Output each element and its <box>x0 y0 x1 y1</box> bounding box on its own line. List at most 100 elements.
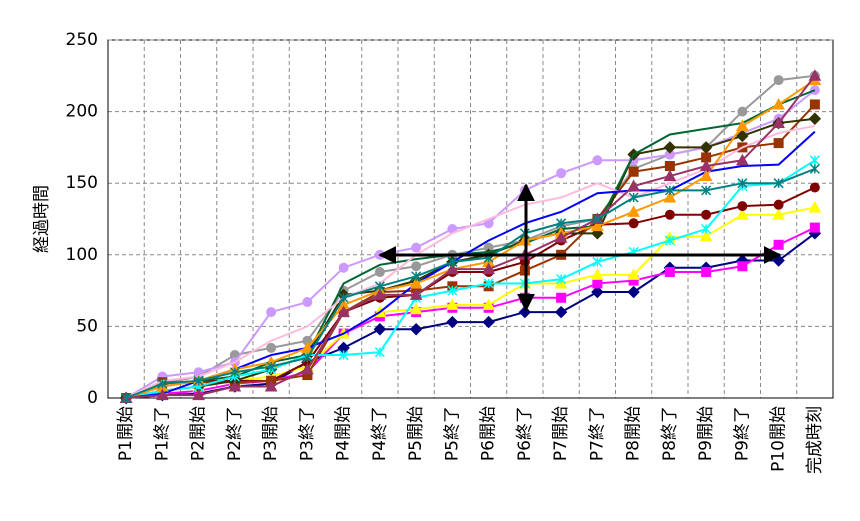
x-tick-label: P5終了 <box>442 406 462 461</box>
x-tick-label: P4終了 <box>370 406 390 461</box>
x-tick-label: P6開始 <box>479 406 499 461</box>
y-tick-label: 50 <box>76 316 98 336</box>
marker <box>772 208 785 220</box>
marker <box>699 159 713 172</box>
marker <box>664 161 675 172</box>
marker <box>809 222 820 233</box>
marker <box>556 292 567 303</box>
marker <box>409 302 423 315</box>
x-tick-label: P6終了 <box>515 406 535 461</box>
marker <box>699 229 713 242</box>
marker <box>701 223 712 235</box>
marker <box>411 242 422 253</box>
x-tick-label: P7終了 <box>587 406 607 461</box>
series-line <box>125 159 816 399</box>
marker <box>773 199 784 210</box>
marker <box>482 262 495 275</box>
marker <box>736 208 749 220</box>
marker <box>627 205 640 217</box>
marker <box>773 138 784 149</box>
marker <box>157 378 168 389</box>
marker <box>229 367 240 378</box>
marker <box>773 178 784 189</box>
x-tick-label: P10開始 <box>769 406 789 472</box>
x-tick-label: P8終了 <box>660 406 680 461</box>
marker <box>737 201 748 212</box>
marker <box>554 305 568 319</box>
x-tick-label: P8開始 <box>624 406 644 461</box>
marker <box>627 285 640 299</box>
marker <box>737 106 748 117</box>
marker <box>772 97 785 110</box>
series-line <box>125 79 816 399</box>
marker <box>446 262 459 275</box>
marker <box>374 266 385 277</box>
marker <box>592 213 603 225</box>
marker <box>374 347 385 358</box>
marker <box>701 185 712 196</box>
marker <box>699 169 713 182</box>
x-tick-label: P3終了 <box>297 406 317 461</box>
marker <box>592 278 603 289</box>
series-line <box>126 75 816 399</box>
marker <box>737 178 748 189</box>
marker <box>809 163 820 174</box>
marker <box>663 190 677 203</box>
series-line <box>125 124 816 399</box>
marker <box>808 112 822 125</box>
y-axis-label: 経過時間 <box>32 185 52 253</box>
marker <box>301 341 314 353</box>
x-tick-label: P1開始 <box>116 406 136 461</box>
marker <box>228 380 242 392</box>
marker <box>628 192 639 203</box>
y-tick-label: 200 <box>66 102 98 122</box>
marker <box>338 292 349 303</box>
marker <box>266 361 277 372</box>
marker <box>373 288 387 300</box>
marker <box>411 261 422 272</box>
x-tick-label: 完成時刻 <box>805 406 825 474</box>
marker <box>773 239 784 250</box>
x-tick-label: P4開始 <box>334 406 354 461</box>
marker <box>736 129 749 143</box>
x-tick-label: P7開始 <box>551 406 571 461</box>
marker <box>701 266 712 277</box>
marker <box>447 285 458 296</box>
marker <box>809 155 820 166</box>
marker <box>809 182 820 193</box>
marker <box>808 201 822 213</box>
marker <box>482 298 495 310</box>
marker <box>627 268 640 280</box>
marker <box>556 168 567 179</box>
marker <box>663 169 677 182</box>
marker <box>736 153 749 166</box>
marker <box>337 305 350 318</box>
x-tick-label: P1終了 <box>152 406 172 461</box>
marker <box>411 271 422 282</box>
marker <box>591 268 604 280</box>
marker <box>809 99 820 110</box>
marker <box>591 219 604 232</box>
marker <box>664 185 675 196</box>
marker <box>302 297 313 308</box>
marker <box>628 218 639 229</box>
marker <box>302 352 313 363</box>
marker <box>483 278 494 289</box>
marker <box>736 119 749 131</box>
x-tick-label: P3開始 <box>261 406 281 461</box>
marker <box>664 266 675 277</box>
marker <box>663 141 677 154</box>
marker <box>699 141 713 154</box>
marker <box>482 315 495 329</box>
x-tick-label: P2開始 <box>189 406 209 461</box>
marker <box>446 315 459 329</box>
marker <box>701 209 712 220</box>
marker <box>264 380 278 392</box>
x-tick-label: P5開始 <box>406 406 426 461</box>
marker <box>193 375 204 386</box>
marker <box>156 388 169 401</box>
marker <box>373 323 387 336</box>
y-tick-label: 150 <box>66 173 98 193</box>
marker <box>554 231 568 243</box>
